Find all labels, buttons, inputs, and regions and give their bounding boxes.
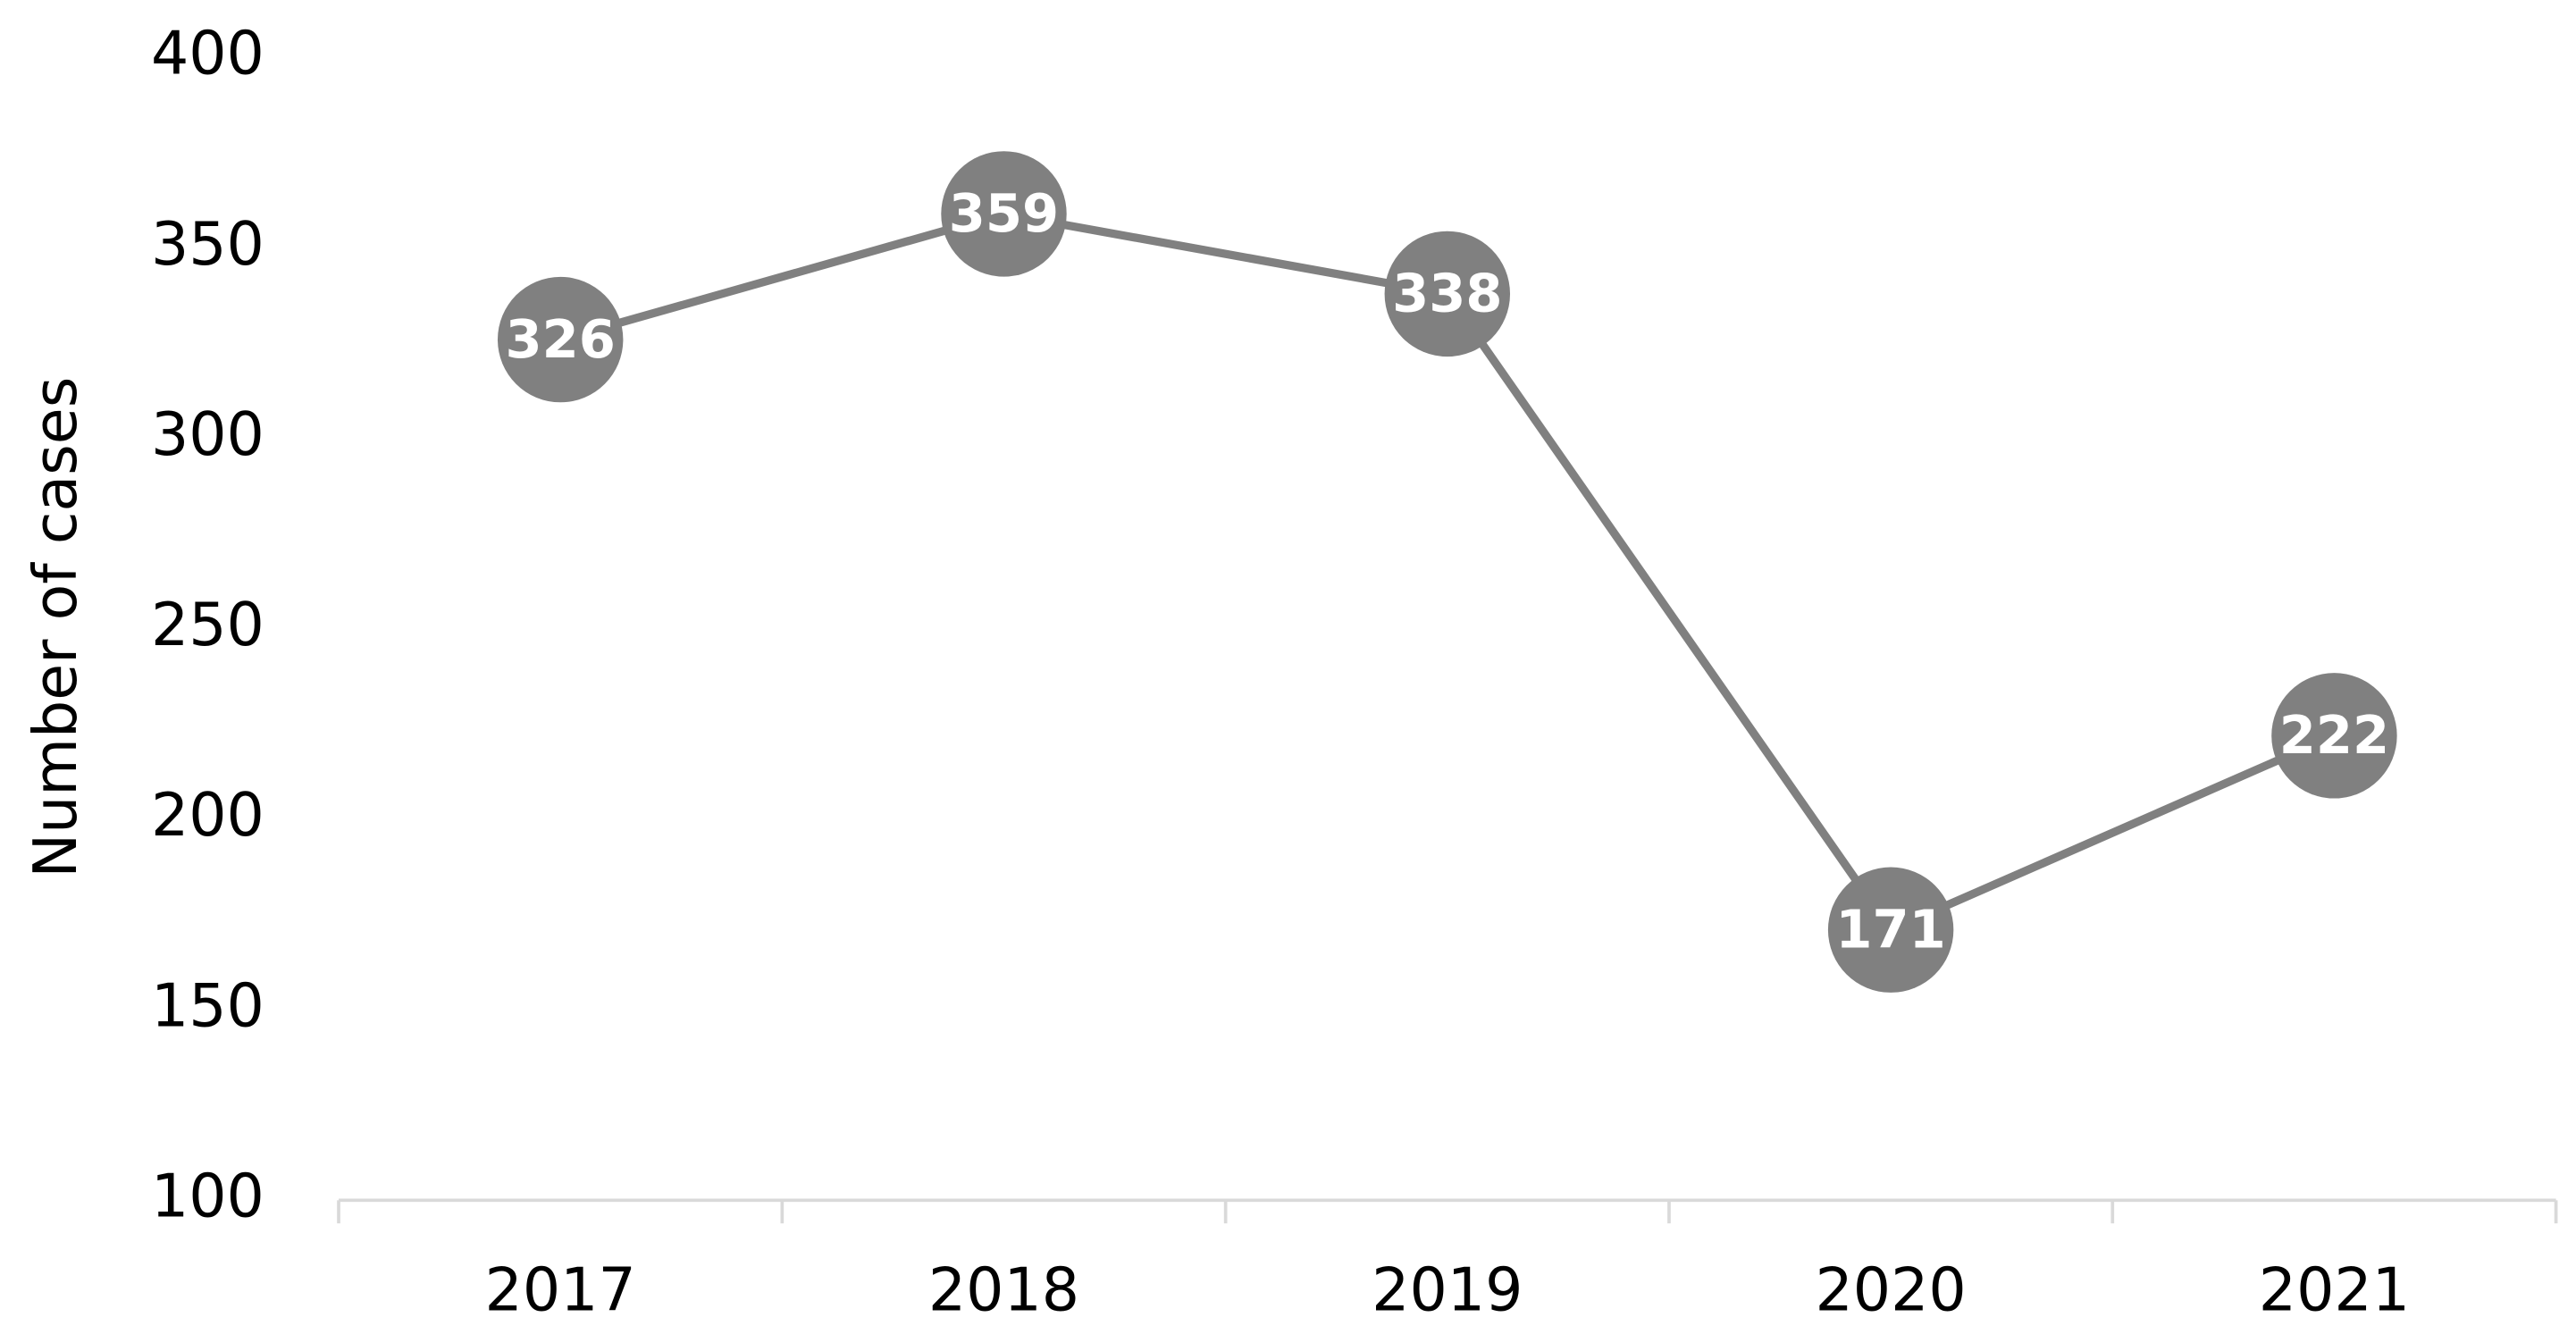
data-label: 338 <box>1392 263 1502 324</box>
marker <box>497 276 624 403</box>
x-tick-label: 2017 <box>485 1255 636 1325</box>
y-axis-title: Number of cases <box>21 377 90 878</box>
y-tick-label: 300 <box>151 399 264 469</box>
data-label: 171 <box>1835 899 1945 961</box>
data-label: 359 <box>949 182 1059 244</box>
y-tick-label: 100 <box>151 1161 264 1230</box>
x-tick-label: 2019 <box>1372 1255 1523 1325</box>
data-label: 326 <box>505 308 615 370</box>
y-tick-label: 250 <box>151 590 264 659</box>
x-tick-label: 2018 <box>928 1255 1079 1325</box>
y-tick-label: 150 <box>151 970 264 1040</box>
x-tick-label: 2020 <box>1815 1255 1966 1325</box>
y-tick-label: 400 <box>151 19 264 88</box>
data-label: 222 <box>2279 704 2389 766</box>
y-tick-label: 350 <box>151 209 264 279</box>
y-tick-label: 200 <box>151 780 264 850</box>
marker <box>941 151 1067 277</box>
marker <box>1384 231 1511 357</box>
marker <box>1827 867 1954 993</box>
x-tick-label: 2021 <box>2259 1255 2410 1325</box>
marker <box>2271 673 2397 799</box>
